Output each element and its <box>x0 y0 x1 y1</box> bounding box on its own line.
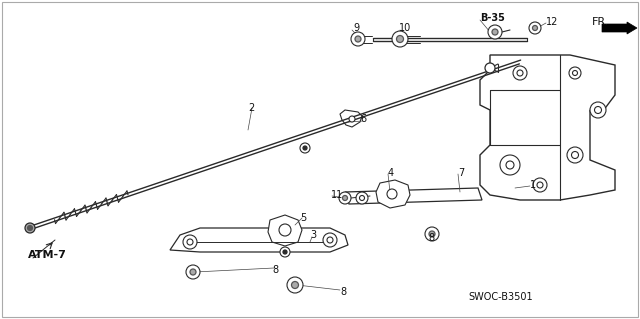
Circle shape <box>349 116 355 122</box>
Circle shape <box>190 269 196 275</box>
Text: 2: 2 <box>248 103 254 113</box>
Circle shape <box>567 147 583 163</box>
Circle shape <box>517 70 523 76</box>
Circle shape <box>488 25 502 39</box>
Circle shape <box>183 235 197 249</box>
Circle shape <box>397 35 403 42</box>
Circle shape <box>279 224 291 236</box>
Circle shape <box>529 22 541 34</box>
Circle shape <box>360 196 365 201</box>
Text: SWOC-B3501: SWOC-B3501 <box>468 292 532 302</box>
Circle shape <box>569 67 581 79</box>
Circle shape <box>429 231 435 237</box>
Text: 10: 10 <box>399 23 412 33</box>
Text: 3: 3 <box>310 230 316 240</box>
Text: 12: 12 <box>546 17 558 27</box>
Text: ATM-7: ATM-7 <box>28 250 67 260</box>
Circle shape <box>291 281 298 288</box>
Text: B-35: B-35 <box>480 13 505 23</box>
Text: 5: 5 <box>300 213 307 223</box>
Polygon shape <box>480 55 615 200</box>
Polygon shape <box>170 228 348 252</box>
Circle shape <box>323 233 337 247</box>
Text: 7: 7 <box>458 168 464 178</box>
Circle shape <box>327 237 333 243</box>
Circle shape <box>573 70 577 76</box>
Circle shape <box>187 239 193 245</box>
Text: FR.: FR. <box>592 17 609 27</box>
Circle shape <box>351 32 365 46</box>
Circle shape <box>303 146 307 150</box>
Text: 8: 8 <box>428 233 434 243</box>
Circle shape <box>287 277 303 293</box>
Text: 1: 1 <box>530 180 536 190</box>
Circle shape <box>533 178 547 192</box>
Circle shape <box>500 155 520 175</box>
Polygon shape <box>376 180 410 208</box>
Circle shape <box>25 223 35 233</box>
FancyArrow shape <box>602 22 637 34</box>
Circle shape <box>339 192 351 204</box>
Text: 6: 6 <box>360 114 366 124</box>
Circle shape <box>506 161 514 169</box>
Text: 9: 9 <box>353 23 359 33</box>
Circle shape <box>355 36 361 42</box>
Circle shape <box>280 247 290 257</box>
Circle shape <box>392 31 408 47</box>
Polygon shape <box>340 110 362 127</box>
Circle shape <box>300 143 310 153</box>
Circle shape <box>186 265 200 279</box>
Text: 8: 8 <box>272 265 278 275</box>
Circle shape <box>513 66 527 80</box>
Circle shape <box>590 102 606 118</box>
Circle shape <box>532 26 538 31</box>
Circle shape <box>492 29 498 35</box>
Polygon shape <box>345 188 482 204</box>
Circle shape <box>485 63 495 73</box>
Circle shape <box>342 196 348 201</box>
Polygon shape <box>268 215 302 246</box>
Circle shape <box>425 227 439 241</box>
Circle shape <box>283 250 287 254</box>
Text: 4: 4 <box>388 168 394 178</box>
Circle shape <box>595 107 602 114</box>
Circle shape <box>356 192 368 204</box>
Text: 8: 8 <box>340 287 346 297</box>
Text: 11: 11 <box>331 190 343 200</box>
Circle shape <box>572 152 579 159</box>
Circle shape <box>28 226 33 231</box>
Circle shape <box>387 189 397 199</box>
Circle shape <box>537 182 543 188</box>
